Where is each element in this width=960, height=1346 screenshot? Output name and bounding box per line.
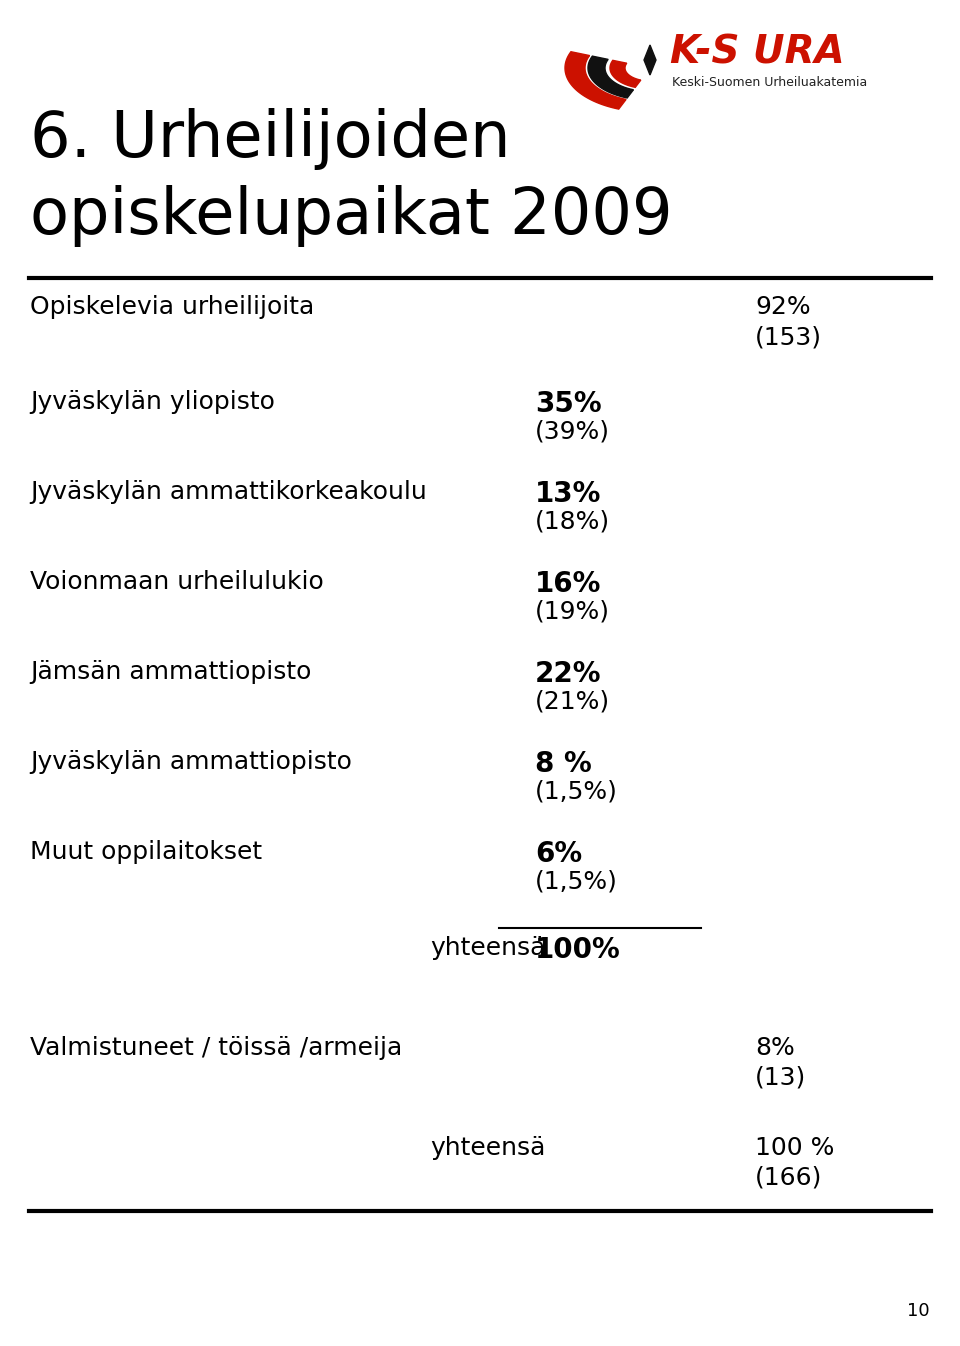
Text: (153): (153): [755, 324, 822, 349]
Text: Voionmaan urheilulukio: Voionmaan urheilulukio: [30, 569, 324, 594]
Text: 92%: 92%: [755, 295, 810, 319]
Text: Jyväskylän ammattikorkeakoulu: Jyväskylän ammattikorkeakoulu: [30, 481, 427, 503]
Polygon shape: [565, 51, 626, 109]
Text: Muut oppilaitokset: Muut oppilaitokset: [30, 840, 262, 864]
Text: K-S URA: K-S URA: [670, 34, 845, 71]
Text: (1,5%): (1,5%): [535, 779, 618, 804]
Text: 6%: 6%: [535, 840, 582, 868]
Text: 100%: 100%: [535, 935, 621, 964]
Text: (19%): (19%): [535, 600, 610, 625]
Text: 10: 10: [907, 1302, 930, 1320]
Text: 22%: 22%: [535, 660, 602, 688]
Text: (18%): (18%): [535, 510, 611, 534]
Text: 8%: 8%: [755, 1036, 795, 1061]
Text: (13): (13): [755, 1066, 806, 1090]
Text: (166): (166): [755, 1166, 823, 1190]
Text: Keski-Suomen Urheiluakatemia: Keski-Suomen Urheiluakatemia: [672, 75, 867, 89]
Text: Opiskelevia urheilijoita: Opiskelevia urheilijoita: [30, 295, 314, 319]
Text: 100 %: 100 %: [755, 1136, 834, 1160]
Polygon shape: [644, 44, 656, 75]
Text: opiskelupaikat 2009: opiskelupaikat 2009: [30, 184, 673, 248]
Text: Jämsän ammattiopisto: Jämsän ammattiopisto: [30, 660, 311, 684]
Text: 13%: 13%: [535, 481, 601, 507]
Text: (21%): (21%): [535, 690, 611, 713]
Text: 6. Urheilijoiden: 6. Urheilijoiden: [30, 108, 511, 170]
Text: 16%: 16%: [535, 569, 601, 598]
Text: (1,5%): (1,5%): [535, 870, 618, 894]
Text: Valmistuneet / töissä /armeija: Valmistuneet / töissä /armeija: [30, 1036, 402, 1061]
Text: Jyväskylän yliopisto: Jyväskylän yliopisto: [30, 390, 275, 415]
Text: 35%: 35%: [535, 390, 602, 419]
Polygon shape: [588, 57, 634, 98]
Text: (39%): (39%): [535, 420, 610, 444]
Text: yhteensä: yhteensä: [430, 1136, 545, 1160]
Text: yhteensä: yhteensä: [430, 935, 545, 960]
Text: 8 %: 8 %: [535, 750, 591, 778]
Text: Jyväskylän ammattiopisto: Jyväskylän ammattiopisto: [30, 750, 352, 774]
Polygon shape: [610, 61, 640, 87]
